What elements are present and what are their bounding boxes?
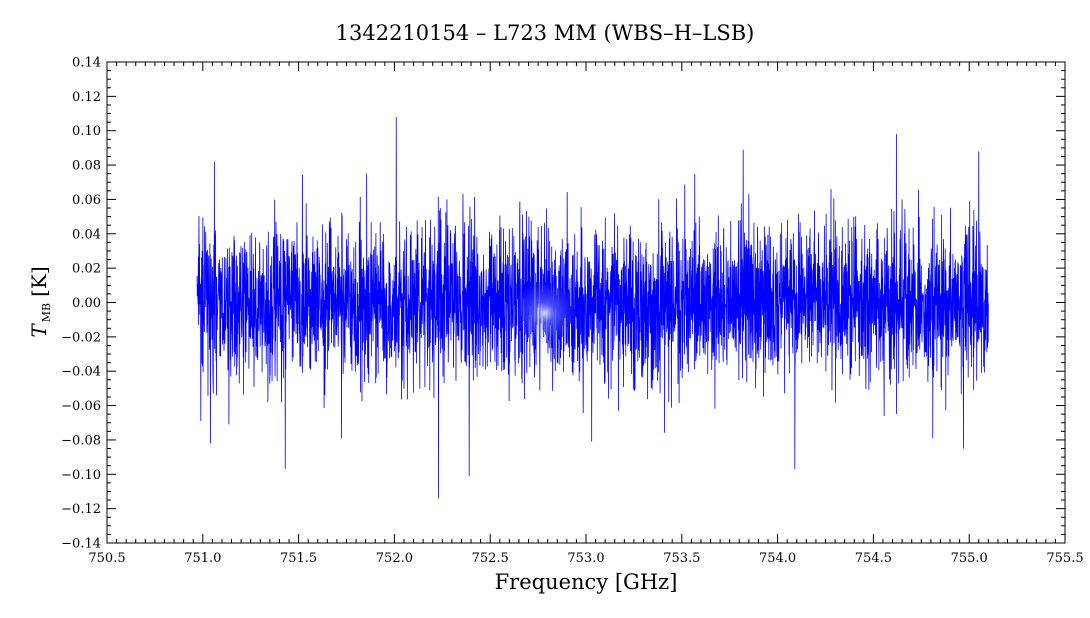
x-tick-label: 752.0 <box>376 551 413 566</box>
x-tick-label: 750.5 <box>88 551 125 566</box>
y-tick-label: 0.12 <box>72 90 101 105</box>
x-axis-label: Frequency [GHz] <box>495 570 678 594</box>
y-tick-label: 0.02 <box>72 262 101 277</box>
x-tick-label: 754.5 <box>855 551 892 566</box>
x-axis-ticks: 750.5 751.0 751.5 752.0 752.5 753.0 753.5 754.0… <box>88 62 1084 566</box>
plot-area <box>106 61 1066 544</box>
y-axis-label: TMB [K] <box>27 266 53 337</box>
y-tick-label: 0.10 <box>72 124 101 139</box>
x-tick-label: 751.0 <box>184 551 221 566</box>
y-tick-label: −0.14 <box>61 537 101 552</box>
x-tick-label: 755.5 <box>1046 551 1083 566</box>
y-tick-label: −0.10 <box>61 468 101 483</box>
y-tick-label: 0.08 <box>72 159 101 174</box>
y-axis-label-subscript: MB <box>40 303 53 322</box>
svg-text:TMB[K]: TMB [K] <box>27 266 53 337</box>
y-tick-label: 0.14 <box>72 56 101 71</box>
y-tick-label: −0.08 <box>61 433 101 448</box>
y-axis-ticks: 0.14 0.12 0.10 0.08 0.06 0.04 0.02 0.00 −0.02 −0.… <box>61 56 1065 552</box>
y-axis-label-symbol: T <box>27 323 51 338</box>
x-tick-label: 752.5 <box>472 551 509 566</box>
x-tick-label: 754.0 <box>759 551 796 566</box>
cursor-highlight <box>513 281 577 345</box>
y-tick-label: −0.04 <box>61 365 101 380</box>
y-tick-label: 0.04 <box>72 227 101 242</box>
y-tick-label: 0.00 <box>72 296 101 311</box>
y-tick-label: −0.02 <box>61 330 101 345</box>
y-tick-label: −0.12 <box>61 502 101 517</box>
y-tick-label: −0.06 <box>61 399 101 414</box>
x-tick-label: 755.0 <box>951 551 988 566</box>
x-tick-label: 751.5 <box>280 551 317 566</box>
y-tick-label: 0.06 <box>72 193 101 208</box>
y-axis-label-unit: [K] <box>27 266 51 297</box>
x-tick-label: 753.0 <box>567 551 604 566</box>
chart-title: 1342210154 – L723 MM (WBS–H–LSB) <box>336 21 755 45</box>
spectrum-series <box>196 116 989 499</box>
spectrum-line <box>196 116 989 499</box>
x-tick-label: 753.5 <box>663 551 700 566</box>
